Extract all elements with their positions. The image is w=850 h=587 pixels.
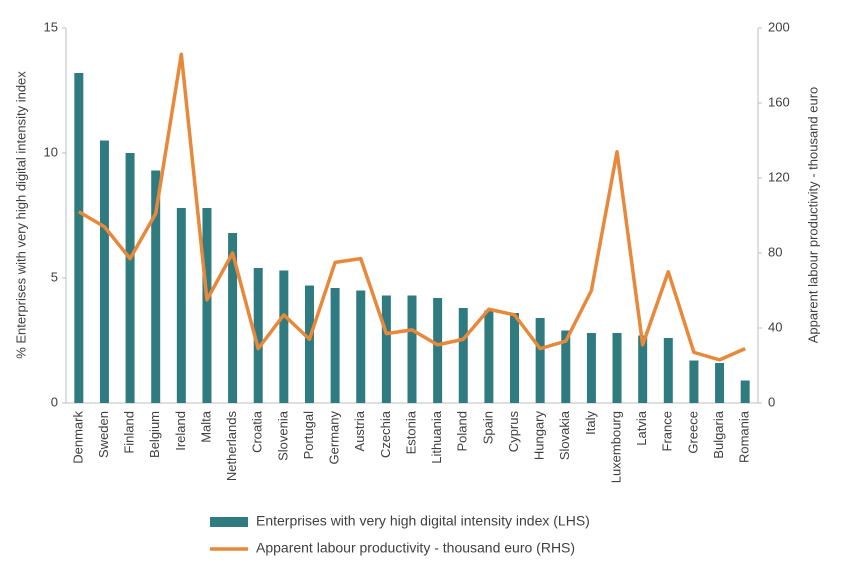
x-tick-label: Bulgaria — [711, 410, 726, 458]
x-tick-label: Portugal — [301, 411, 316, 460]
x-tick-label: Belgium — [147, 411, 162, 458]
x-tick-label: Sweden — [96, 411, 111, 458]
bar — [151, 170, 161, 403]
x-tick-label: Latvia — [634, 410, 649, 445]
y-tick-label: 10 — [44, 144, 58, 159]
bar — [304, 285, 314, 403]
x-tick-label: Cyprus — [506, 411, 521, 453]
line — [77, 52, 746, 362]
x-tick-label: Poland — [455, 411, 470, 451]
bar — [228, 233, 238, 403]
x-tick-label: Germany — [327, 411, 342, 465]
bar — [356, 290, 366, 403]
bar — [176, 208, 186, 403]
bar — [433, 298, 443, 403]
x-tick-label: Hungary — [532, 411, 547, 461]
x-tick-label: Slovenia — [275, 410, 290, 461]
y-tick-label: 5 — [51, 269, 58, 284]
y2-tick-label: 40 — [768, 319, 782, 334]
y2-tick-label: 120 — [768, 169, 790, 184]
x-tick-label: Estonia — [403, 410, 418, 454]
legend-label: Enterprises with very high digital inten… — [256, 513, 590, 529]
bar — [510, 313, 520, 403]
x-tick-label: Greece — [685, 411, 700, 454]
bar — [740, 380, 750, 403]
x-tick-label: Netherlands — [224, 411, 239, 482]
legend-swatch — [210, 517, 248, 527]
bar — [279, 270, 289, 403]
y2-tick-label: 0 — [768, 394, 775, 409]
x-tick-label: Romania — [737, 410, 752, 463]
bar — [381, 295, 391, 403]
bar — [330, 288, 340, 403]
y2-axis-title: Apparent labour productivity - thousand … — [805, 87, 820, 344]
bar — [202, 208, 212, 403]
x-tick-label: Finland — [122, 411, 137, 454]
bar — [535, 318, 545, 403]
x-tick-label: Italy — [583, 411, 598, 435]
bar — [561, 330, 571, 403]
x-tick-label: Croatia — [250, 410, 265, 453]
bar — [74, 73, 84, 403]
x-tick-label: Malta — [198, 410, 213, 443]
x-tick-label: Slovakia — [557, 410, 572, 460]
bar — [638, 335, 648, 403]
legend-label: Apparent labour productivity - thousand … — [256, 540, 575, 556]
x-tick-label: Luxembourg — [608, 411, 623, 483]
x-tick-label: Lithuania — [429, 410, 444, 464]
bar — [689, 360, 699, 403]
bar — [253, 268, 263, 403]
bar — [715, 363, 725, 403]
y2-tick-label: 80 — [768, 244, 782, 259]
bar — [99, 140, 109, 403]
y-tick-label: 0 — [51, 394, 58, 409]
bar — [663, 338, 673, 403]
x-tick-label: Spain — [480, 411, 495, 444]
y2-tick-label: 160 — [768, 94, 790, 109]
x-tick-label: Czechia — [378, 410, 393, 458]
bar — [612, 333, 622, 403]
x-tick-label: Ireland — [173, 411, 188, 451]
bar — [458, 308, 468, 403]
x-tick-label: Denmark — [70, 411, 85, 464]
x-tick-label: Austria — [352, 410, 367, 451]
bar — [586, 333, 596, 403]
bar — [484, 310, 494, 403]
x-tick-label: France — [660, 411, 675, 451]
y2-tick-label: 200 — [768, 19, 790, 34]
bar — [407, 295, 417, 403]
y-axis-title: % Enterprises with very high digital int… — [13, 71, 28, 359]
y-tick-label: 15 — [44, 19, 58, 34]
bar — [125, 153, 135, 403]
